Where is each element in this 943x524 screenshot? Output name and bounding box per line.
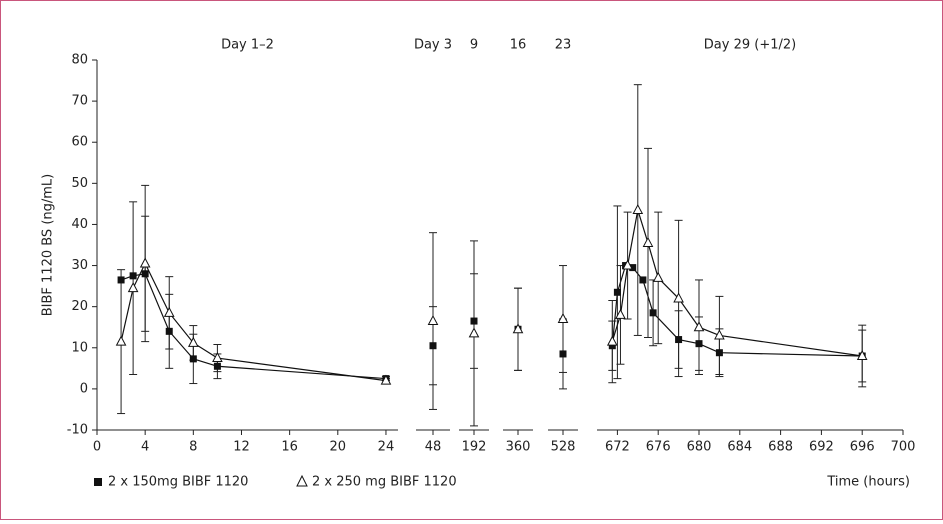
marker bbox=[557, 312, 569, 323]
marker bbox=[117, 276, 125, 284]
x-tick-label: 684 bbox=[727, 440, 752, 455]
y-tick-label: 70 bbox=[71, 94, 88, 109]
segment-label: 23 bbox=[555, 38, 572, 53]
marker bbox=[213, 362, 221, 370]
marker bbox=[642, 236, 654, 247]
marker bbox=[470, 317, 478, 325]
x-tick-label: 528 bbox=[551, 440, 576, 455]
marker bbox=[715, 349, 723, 357]
y-tick-label: 0 bbox=[80, 381, 88, 396]
marker bbox=[165, 327, 173, 335]
marker bbox=[649, 309, 657, 317]
marker bbox=[714, 329, 725, 340]
marker bbox=[187, 336, 199, 347]
x-tick-label: 4 bbox=[141, 440, 149, 455]
y-tick-label: 40 bbox=[71, 217, 88, 232]
marker bbox=[613, 288, 621, 296]
marker bbox=[695, 340, 703, 348]
y-tick-label: 10 bbox=[71, 340, 88, 355]
marker bbox=[163, 306, 175, 317]
x-tick-label: 192 bbox=[462, 440, 487, 455]
segment-label: 9 bbox=[470, 38, 478, 53]
marker bbox=[856, 349, 868, 360]
y-tick-label: 60 bbox=[71, 135, 88, 150]
x-tick-label: 688 bbox=[768, 440, 793, 455]
y-tick-label: 50 bbox=[71, 176, 88, 191]
marker bbox=[652, 271, 664, 282]
marker bbox=[559, 350, 567, 358]
x-tick-label: 700 bbox=[891, 440, 916, 455]
marker bbox=[139, 257, 151, 268]
x-tick-label: 24 bbox=[378, 440, 395, 455]
marker bbox=[629, 264, 637, 272]
x-tick-label: 16 bbox=[281, 440, 298, 455]
segment-label: 16 bbox=[510, 38, 527, 53]
x-tick-label: 12 bbox=[233, 440, 250, 455]
marker bbox=[673, 292, 684, 303]
series-line bbox=[120, 262, 387, 382]
marker bbox=[127, 282, 139, 293]
marker bbox=[468, 327, 480, 338]
x-tick-label: 672 bbox=[605, 440, 630, 455]
x-tick-label: 360 bbox=[506, 440, 531, 455]
x-tick-label: 0 bbox=[93, 440, 101, 455]
marker bbox=[622, 259, 633, 270]
x-tick-label: 676 bbox=[646, 440, 671, 455]
legend-label: 2 x 250 mg BIBF 1120 bbox=[312, 475, 457, 490]
segment-label: Day 29 (+1/2) bbox=[704, 38, 796, 53]
legend-marker bbox=[94, 478, 102, 486]
legend-label: 2 x 150mg BIBF 1120 bbox=[108, 475, 248, 490]
marker bbox=[512, 323, 524, 334]
y-tick-label: 30 bbox=[71, 258, 88, 273]
marker bbox=[632, 203, 644, 215]
marker bbox=[429, 342, 437, 350]
marker bbox=[141, 270, 149, 278]
marker bbox=[115, 335, 127, 346]
x-tick-label: 680 bbox=[687, 440, 712, 455]
marker bbox=[675, 336, 683, 344]
y-axis-label: BIBF 1120 BS (ng/mL) bbox=[41, 174, 56, 317]
marker bbox=[639, 276, 647, 284]
legend-marker bbox=[296, 474, 308, 487]
marker bbox=[615, 308, 626, 319]
x-tick-label: 692 bbox=[809, 440, 834, 455]
y-tick-label: 80 bbox=[71, 53, 88, 68]
y-tick-label: -10 bbox=[67, 423, 88, 438]
marker bbox=[606, 335, 618, 346]
marker bbox=[129, 272, 137, 280]
x-tick-label: 696 bbox=[850, 440, 875, 455]
marker bbox=[608, 342, 616, 350]
marker bbox=[189, 355, 197, 363]
segment-label: Day 1–2 bbox=[221, 38, 274, 53]
x-axis-label: Time (hours) bbox=[826, 475, 910, 490]
segment-label: Day 3 bbox=[414, 38, 452, 53]
marker bbox=[380, 374, 392, 385]
y-tick-label: 20 bbox=[71, 299, 88, 314]
marker bbox=[693, 321, 705, 332]
marker bbox=[427, 314, 439, 326]
x-tick-label: 8 bbox=[189, 440, 197, 455]
x-tick-label: 20 bbox=[330, 440, 347, 455]
x-tick-label: 48 bbox=[425, 440, 442, 455]
marker bbox=[212, 351, 223, 363]
series-line bbox=[611, 209, 863, 357]
